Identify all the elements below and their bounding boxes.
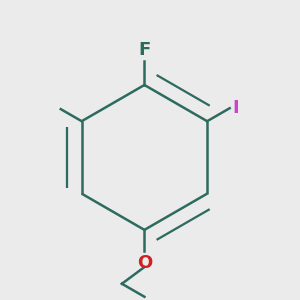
Text: O: O	[137, 254, 152, 272]
Text: F: F	[138, 41, 151, 59]
Text: I: I	[233, 99, 239, 117]
